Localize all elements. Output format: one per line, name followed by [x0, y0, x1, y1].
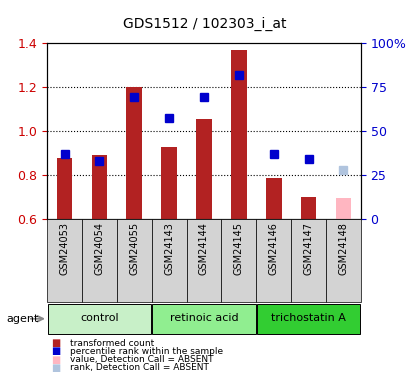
Bar: [256, 219, 290, 302]
Text: ■: ■: [51, 363, 61, 373]
Bar: [47, 219, 82, 302]
Text: rank, Detection Call = ABSENT: rank, Detection Call = ABSENT: [70, 363, 208, 372]
Bar: [335, 198, 351, 219]
Text: GSM24147: GSM24147: [303, 222, 313, 275]
Bar: [91, 156, 107, 219]
Text: GSM24053: GSM24053: [59, 222, 70, 275]
Text: GSM24148: GSM24148: [337, 222, 348, 275]
Text: ■: ■: [51, 346, 61, 356]
Bar: [126, 87, 142, 219]
Text: ■: ■: [51, 338, 61, 348]
Bar: [152, 304, 255, 334]
Text: agent: agent: [6, 314, 38, 324]
Bar: [56, 158, 72, 219]
Bar: [186, 219, 221, 302]
Text: transformed count: transformed count: [70, 339, 153, 348]
Text: value, Detection Call = ABSENT: value, Detection Call = ABSENT: [70, 355, 213, 364]
Bar: [325, 219, 360, 302]
Text: control: control: [80, 313, 119, 323]
Bar: [151, 219, 186, 302]
Text: GSM24054: GSM24054: [94, 222, 104, 275]
Bar: [117, 219, 151, 302]
Text: retinoic acid: retinoic acid: [169, 313, 238, 323]
Text: GSM24146: GSM24146: [268, 222, 278, 275]
Text: GSM24143: GSM24143: [164, 222, 174, 275]
Bar: [300, 197, 316, 219]
Text: ■: ■: [51, 355, 61, 364]
Bar: [196, 119, 211, 219]
Text: GSM24055: GSM24055: [129, 222, 139, 275]
Bar: [161, 147, 177, 219]
Bar: [48, 304, 151, 334]
Text: percentile rank within the sample: percentile rank within the sample: [70, 347, 222, 356]
Bar: [82, 219, 117, 302]
Bar: [265, 177, 281, 219]
Text: GDS1512 / 102303_i_at: GDS1512 / 102303_i_at: [123, 17, 286, 31]
Bar: [221, 219, 256, 302]
Text: GSM24145: GSM24145: [233, 222, 243, 275]
Bar: [256, 304, 359, 334]
Text: GSM24144: GSM24144: [198, 222, 209, 275]
Bar: [230, 50, 246, 219]
Bar: [290, 219, 325, 302]
Text: trichostatin A: trichostatin A: [270, 313, 345, 323]
